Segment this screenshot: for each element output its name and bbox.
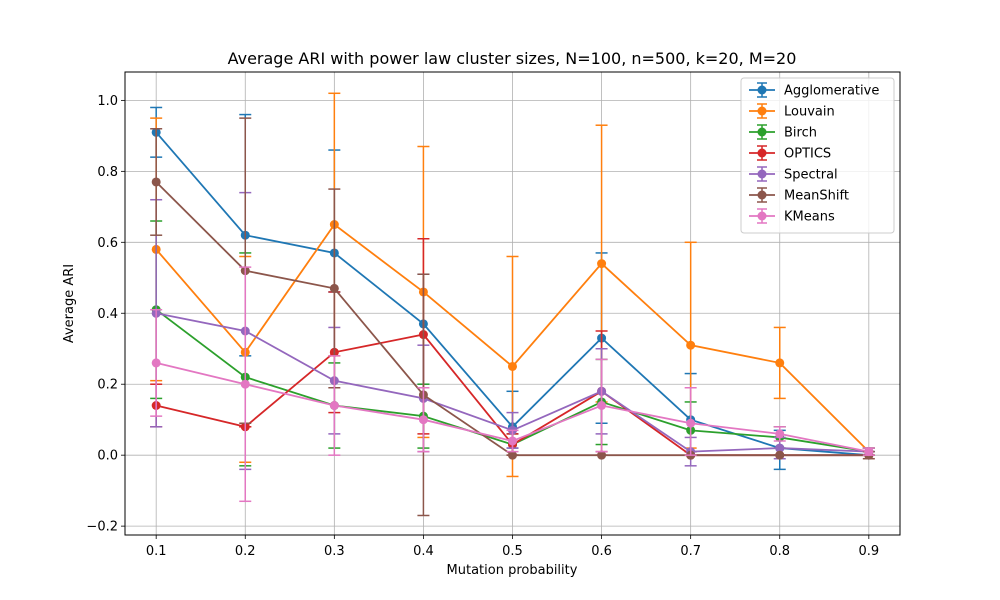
data-point-meanshift xyxy=(597,450,607,460)
legend-swatch-marker xyxy=(757,106,767,116)
y-tick-label: 0.0 xyxy=(97,449,118,464)
legend-label: OPTICS xyxy=(784,147,831,162)
y-axis-ticks: −0.2 0.0 0.2 0.4 0.6 0.8 1.0 xyxy=(86,94,125,535)
plot-series xyxy=(150,92,875,517)
data-point-meanshift xyxy=(775,450,785,460)
x-tick-label: 0.6 xyxy=(591,544,612,559)
data-point-louvain xyxy=(508,361,517,371)
y-tick-label: 0.8 xyxy=(97,165,118,180)
x-tick-label: 0.7 xyxy=(680,544,701,559)
x-tick-label: 0.5 xyxy=(502,544,523,559)
legend-swatch-marker xyxy=(757,127,767,137)
y-tick-label: 1.0 xyxy=(97,94,118,109)
legend-swatch-marker xyxy=(757,148,767,158)
x-tick-label: 0.1 xyxy=(146,544,167,559)
legend-label: Spectral xyxy=(784,168,838,183)
legend-item-optics: OPTICS xyxy=(749,145,831,162)
data-point-louvain xyxy=(597,259,607,269)
series-kmeans xyxy=(150,266,875,503)
x-tick-label: 0.3 xyxy=(324,544,345,559)
x-tick-label: 0.4 xyxy=(413,544,434,559)
data-point-louvain xyxy=(686,340,696,350)
legend-label: Birch xyxy=(784,126,817,141)
legend-label: KMeans xyxy=(784,210,835,225)
legend-swatch-marker xyxy=(757,169,767,179)
legend-item-kmeans: KMeans xyxy=(749,208,835,225)
data-point-kmeans xyxy=(864,447,874,457)
x-tick-label: 0.8 xyxy=(769,544,790,559)
data-point-meanshift xyxy=(151,177,161,187)
legend-label: Louvain xyxy=(784,105,835,120)
legend-item-birch: Birch xyxy=(749,124,817,141)
y-axis-title: Average ARI xyxy=(62,264,77,343)
legend-box xyxy=(740,77,895,234)
data-point-kmeans xyxy=(597,401,607,411)
legend-item-spectral: Spectral xyxy=(749,166,838,183)
y-tick-label: −0.2 xyxy=(86,520,118,535)
legend-swatch-marker xyxy=(757,85,767,95)
legend-label: Agglomerative xyxy=(784,84,879,99)
y-tick-label: 0.4 xyxy=(97,307,118,322)
legend-item-agglomerative: Agglomerative xyxy=(749,82,879,99)
data-point-kmeans xyxy=(151,358,161,368)
chart-title: Average ARI with power law cluster sizes… xyxy=(228,49,797,68)
y-tick-label: 0.6 xyxy=(97,236,118,251)
legend-label: MeanShift xyxy=(784,189,849,204)
legend: Agglomerative Louvain Birch OPTICS Spectral M… xyxy=(740,77,895,234)
data-point-louvain xyxy=(775,358,785,368)
data-point-meanshift xyxy=(508,450,517,460)
data-point-spectral xyxy=(775,443,785,453)
legend-item-louvain: Louvain xyxy=(749,103,835,120)
legend-item-meanshift: MeanShift xyxy=(749,187,849,204)
data-point-kmeans xyxy=(418,415,428,425)
data-point-kmeans xyxy=(329,401,339,411)
legend-swatch-marker xyxy=(757,190,767,200)
data-point-kmeans xyxy=(686,418,696,428)
legend-swatch-marker xyxy=(757,211,767,221)
data-point-kmeans xyxy=(240,379,250,389)
x-tick-label: 0.2 xyxy=(235,544,256,559)
y-tick-label: 0.2 xyxy=(97,378,118,393)
x-axis-title: Mutation probability xyxy=(447,563,578,578)
data-point-meanshift xyxy=(329,283,339,293)
x-axis-ticks: 0.1 0.2 0.3 0.4 0.5 0.6 0.7 0.8 0.9 xyxy=(146,535,879,559)
data-point-kmeans xyxy=(508,436,517,446)
x-tick-label: 0.9 xyxy=(858,544,879,559)
data-point-kmeans xyxy=(775,429,785,439)
